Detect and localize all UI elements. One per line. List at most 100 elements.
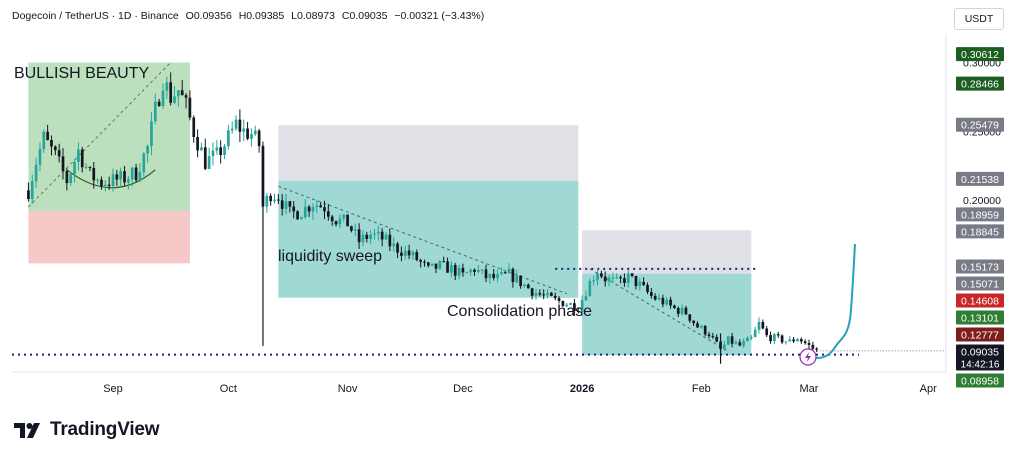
candle-body — [46, 131, 49, 140]
candle-body — [88, 166, 92, 168]
candle-body — [269, 195, 273, 202]
candle-body — [465, 272, 469, 274]
price-label-box — [956, 207, 1004, 222]
price-label-box — [956, 259, 1004, 274]
price-label: 0.15173 — [961, 261, 999, 273]
candle-body — [542, 294, 546, 296]
candle-body — [634, 275, 638, 287]
candle-body — [130, 167, 134, 180]
candle-body — [103, 184, 107, 186]
candle-body — [392, 243, 396, 247]
candle-body — [726, 336, 730, 345]
price-label-box — [956, 171, 1004, 186]
bullish-trendline — [28, 62, 172, 208]
candle-body — [523, 284, 526, 287]
candle-body — [34, 164, 38, 182]
x-tick-label: Sep — [103, 383, 123, 395]
candle-body — [507, 268, 511, 274]
candle-body — [250, 134, 253, 139]
candle-body — [180, 90, 184, 96]
candle-body — [815, 348, 819, 350]
candle-body — [342, 214, 346, 219]
price-label: 0.25479 — [961, 120, 999, 132]
candle-body — [73, 161, 76, 174]
price-label: 0.18845 — [961, 226, 999, 238]
candle-body — [400, 252, 403, 256]
candle-body — [384, 234, 388, 240]
candle-body — [307, 206, 311, 212]
candle-body — [223, 146, 226, 155]
projection-arrow — [808, 244, 856, 359]
candle-body — [146, 145, 149, 154]
candle-body — [711, 336, 715, 338]
candle-body — [600, 273, 603, 277]
candle-body — [169, 82, 173, 103]
candle-body — [338, 218, 342, 225]
candle-body — [411, 252, 415, 256]
candle-body — [526, 284, 530, 289]
candle-body — [319, 205, 322, 208]
candle-body — [749, 337, 753, 339]
candle-body — [426, 262, 430, 266]
candle-body — [707, 334, 711, 337]
candle-body — [803, 341, 807, 344]
candle-body — [738, 342, 742, 346]
symbol-title[interactable]: Dogecoin / TetherUS · 1D · Binance — [12, 10, 179, 22]
candle-body — [280, 200, 284, 209]
candle-body — [353, 229, 357, 231]
candle-body — [488, 273, 492, 279]
candle-body — [661, 297, 665, 305]
candle-body — [246, 128, 249, 139]
candle-body — [203, 147, 207, 169]
annotation-consolidation: Consolidation phase — [447, 303, 592, 320]
candle-body — [642, 281, 645, 285]
candle-body — [615, 277, 619, 279]
consolidation-target-zone — [582, 230, 752, 274]
candle-body — [757, 321, 761, 330]
chart-zones — [28, 62, 752, 356]
candle-body — [469, 269, 472, 273]
candle-body — [119, 171, 123, 180]
candle-body — [419, 260, 422, 262]
candle-body — [380, 231, 384, 240]
x-axis: Sep Oct Nov Dec 2026 Feb Mar Apr — [103, 383, 937, 395]
candle-body — [450, 264, 453, 273]
candle-body — [415, 252, 419, 261]
candle-body — [649, 291, 653, 296]
candle-body — [430, 263, 434, 266]
y-tick-label: 0.20000 — [963, 195, 1001, 207]
currency-selector[interactable]: USDT — [954, 8, 1004, 30]
candle-body — [42, 131, 46, 150]
candle-body — [484, 269, 488, 279]
candle-body — [461, 267, 465, 273]
candle-body — [603, 276, 607, 282]
chart-header: Dogecoin / TetherUS · 1D · Binance O0.09… — [12, 10, 488, 22]
tradingview-brand[interactable]: TradingView — [14, 419, 160, 441]
candle-body — [388, 234, 392, 247]
candle-body — [142, 153, 146, 173]
liquidity-target-zone — [278, 125, 579, 181]
bearish-zone — [28, 211, 190, 264]
candle-body — [788, 339, 792, 342]
candle-body — [284, 201, 288, 209]
candle-body — [476, 270, 480, 272]
candle-body — [277, 199, 280, 201]
candle-body — [534, 293, 538, 296]
candle-body — [396, 243, 399, 253]
candle-body — [657, 297, 661, 300]
candle-body — [473, 269, 476, 272]
candle-body — [376, 231, 380, 234]
x-tick-label: Dec — [453, 383, 473, 395]
consolidation-trendline — [589, 268, 729, 352]
candle-body — [57, 150, 61, 157]
candle-body — [811, 344, 815, 349]
candle-body — [61, 156, 65, 172]
candle-body — [515, 275, 519, 283]
price-label: 0.15071 — [961, 278, 999, 290]
candle-body — [638, 281, 642, 287]
candle-body — [503, 272, 507, 274]
candle-body — [296, 211, 299, 220]
candle-body — [496, 274, 499, 278]
candles — [27, 72, 819, 364]
